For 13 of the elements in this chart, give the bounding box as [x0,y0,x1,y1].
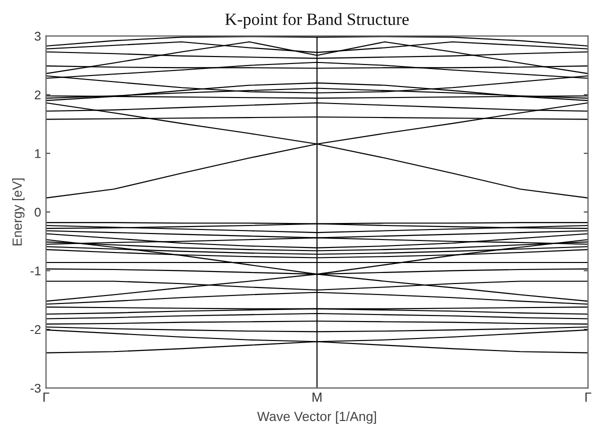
y-tick-label: 0 [34,208,41,217]
y-tick-label: -3 [30,384,41,393]
y-tick-label: 1 [35,149,41,158]
y-tick-label: -2 [30,325,41,334]
x-tick-label: Γ [43,392,50,402]
y-tick-label: -1 [30,266,41,276]
chart-title: K-point for Band Structure [225,12,409,29]
y-tick-label: 2 [34,90,41,100]
x-axis-title: Wave Vector [1/Ang] [257,411,376,424]
x-tick-label: Γ [585,392,592,402]
y-tick-label: 3 [34,32,41,41]
y-axis-title: Energy [eV] [12,178,24,246]
x-tick-label: M [312,392,322,402]
